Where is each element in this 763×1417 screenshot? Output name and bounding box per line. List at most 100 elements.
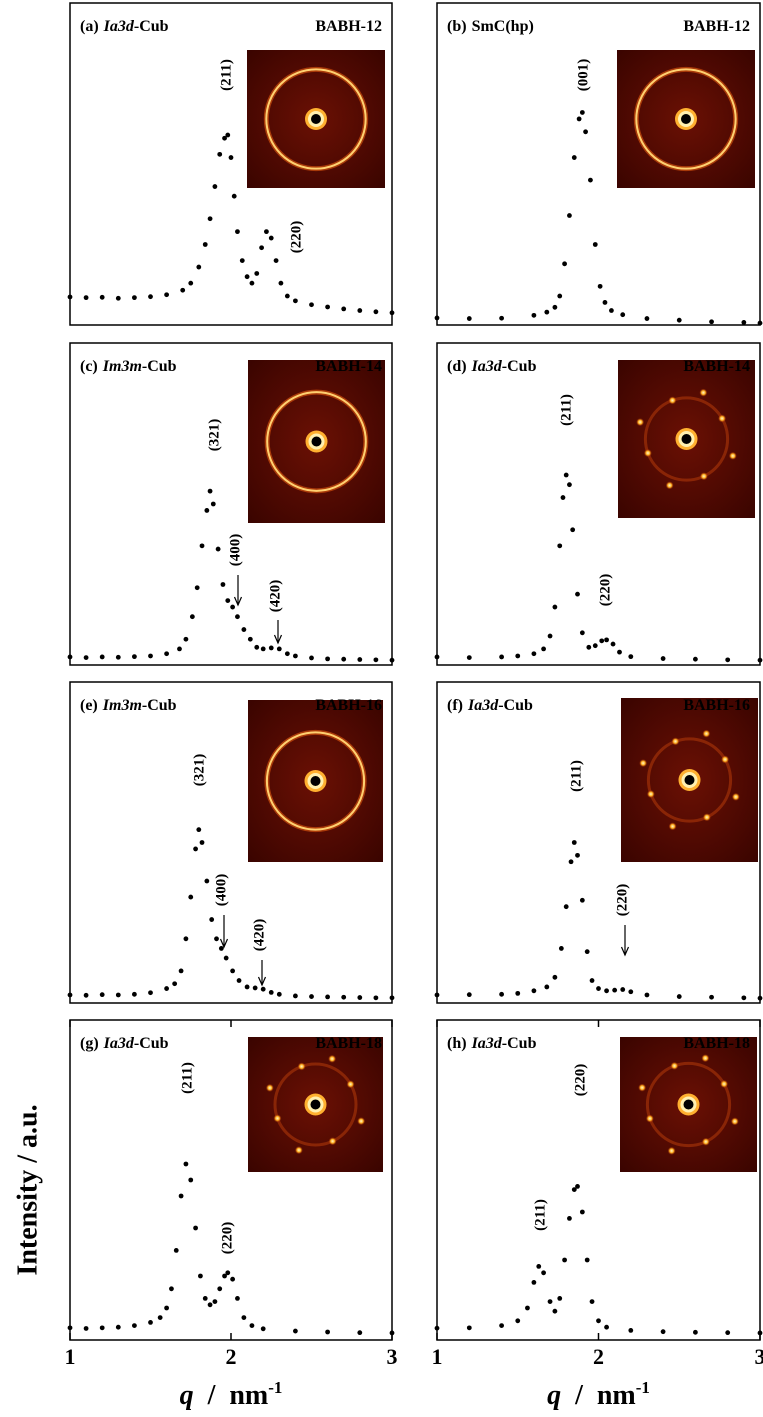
y-axis-label: Intensity / a.u. — [12, 1104, 43, 1275]
data-point — [193, 1226, 198, 1231]
data-point — [617, 650, 622, 655]
inset-beamstop — [684, 1100, 694, 1110]
x-label-symbol: q — [180, 1380, 194, 1411]
data-point — [253, 986, 258, 991]
data-point — [693, 657, 698, 662]
data-point — [357, 1330, 362, 1335]
data-point — [561, 495, 566, 500]
data-point — [274, 258, 279, 263]
data-point — [552, 1309, 557, 1314]
data-point — [435, 1326, 440, 1331]
diffraction-inset — [247, 50, 385, 188]
title-part: (c) — [80, 358, 98, 375]
data-point — [100, 295, 105, 300]
page: Intensity / a.u. (a)Ia3d-CubBABH-12(211)… — [0, 0, 763, 1417]
data-point — [68, 655, 73, 660]
data-point — [572, 840, 577, 845]
data-point — [264, 229, 269, 234]
data-point — [241, 1315, 246, 1320]
data-point — [116, 655, 121, 660]
inset-spot — [646, 1115, 654, 1123]
data-point — [190, 614, 195, 619]
data-point — [196, 265, 201, 270]
data-point — [612, 988, 617, 993]
data-point — [188, 895, 193, 900]
data-point — [235, 229, 240, 234]
inset-spot — [668, 1147, 676, 1155]
data-point — [184, 1162, 189, 1167]
inset-beamstop — [682, 434, 692, 444]
data-point — [585, 1258, 590, 1263]
peak-label: (220) — [288, 221, 304, 254]
data-point — [628, 989, 633, 994]
data-point — [572, 155, 577, 160]
title-part: -Cub — [134, 1035, 169, 1052]
data-point — [758, 321, 763, 326]
data-point — [564, 473, 569, 478]
data-point — [203, 242, 208, 247]
inset-spot — [671, 737, 679, 745]
data-point — [116, 1325, 121, 1330]
data-point — [188, 1178, 193, 1183]
data-point — [250, 1323, 255, 1328]
data-point — [179, 1194, 184, 1199]
data-point — [164, 651, 169, 656]
data-point — [499, 992, 504, 997]
data-point — [285, 294, 290, 299]
data-point — [586, 645, 591, 650]
data-point — [195, 585, 200, 590]
data-point — [620, 312, 625, 317]
inset-spot — [329, 1137, 337, 1145]
data-point — [200, 543, 205, 548]
data-point — [575, 592, 580, 597]
data-point — [596, 1318, 601, 1323]
title-part: Im3m — [102, 358, 142, 375]
peak-label: (220) — [219, 1222, 235, 1255]
data-point — [499, 655, 504, 660]
data-point — [293, 298, 298, 303]
data-point — [677, 994, 682, 999]
panel-title: (g)Ia3d-Cub — [80, 1035, 169, 1052]
data-point — [536, 1264, 541, 1269]
inset-spot — [702, 1138, 710, 1146]
data-point — [467, 316, 472, 321]
data-point — [188, 281, 193, 286]
data-point — [357, 308, 362, 313]
data-point — [611, 642, 616, 647]
data-point — [374, 309, 379, 314]
data-point — [603, 300, 608, 305]
data-point — [596, 986, 601, 991]
data-point — [548, 634, 553, 639]
data-point — [213, 1299, 218, 1304]
data-point — [341, 657, 346, 662]
data-point — [232, 194, 237, 199]
data-point — [593, 242, 598, 247]
data-point — [248, 637, 253, 642]
title-part: -Cub — [134, 18, 169, 35]
data-point — [515, 1318, 520, 1323]
data-point — [84, 993, 89, 998]
peak-label: (321) — [191, 754, 207, 787]
data-point — [532, 651, 537, 656]
data-point — [217, 152, 222, 157]
data-point — [435, 993, 440, 998]
data-point — [164, 292, 169, 297]
data-point — [240, 258, 245, 263]
data-point — [250, 281, 255, 286]
data-point — [645, 316, 650, 321]
data-point — [100, 992, 105, 997]
diffraction-inset — [620, 1037, 757, 1172]
data-point — [68, 1325, 73, 1330]
data-point — [467, 655, 472, 660]
inset-spot — [328, 1055, 336, 1063]
data-point — [577, 117, 582, 122]
title-part: Ia3d — [467, 697, 499, 714]
diffraction-inset — [248, 360, 385, 523]
data-point — [217, 1286, 222, 1291]
data-point — [277, 647, 282, 652]
x-tick-label: 3 — [387, 1344, 398, 1369]
data-point — [590, 978, 595, 983]
inset-spot — [729, 452, 737, 460]
inset-spot — [357, 1117, 365, 1125]
x-axis-label: q/nm-1 — [180, 1378, 283, 1411]
